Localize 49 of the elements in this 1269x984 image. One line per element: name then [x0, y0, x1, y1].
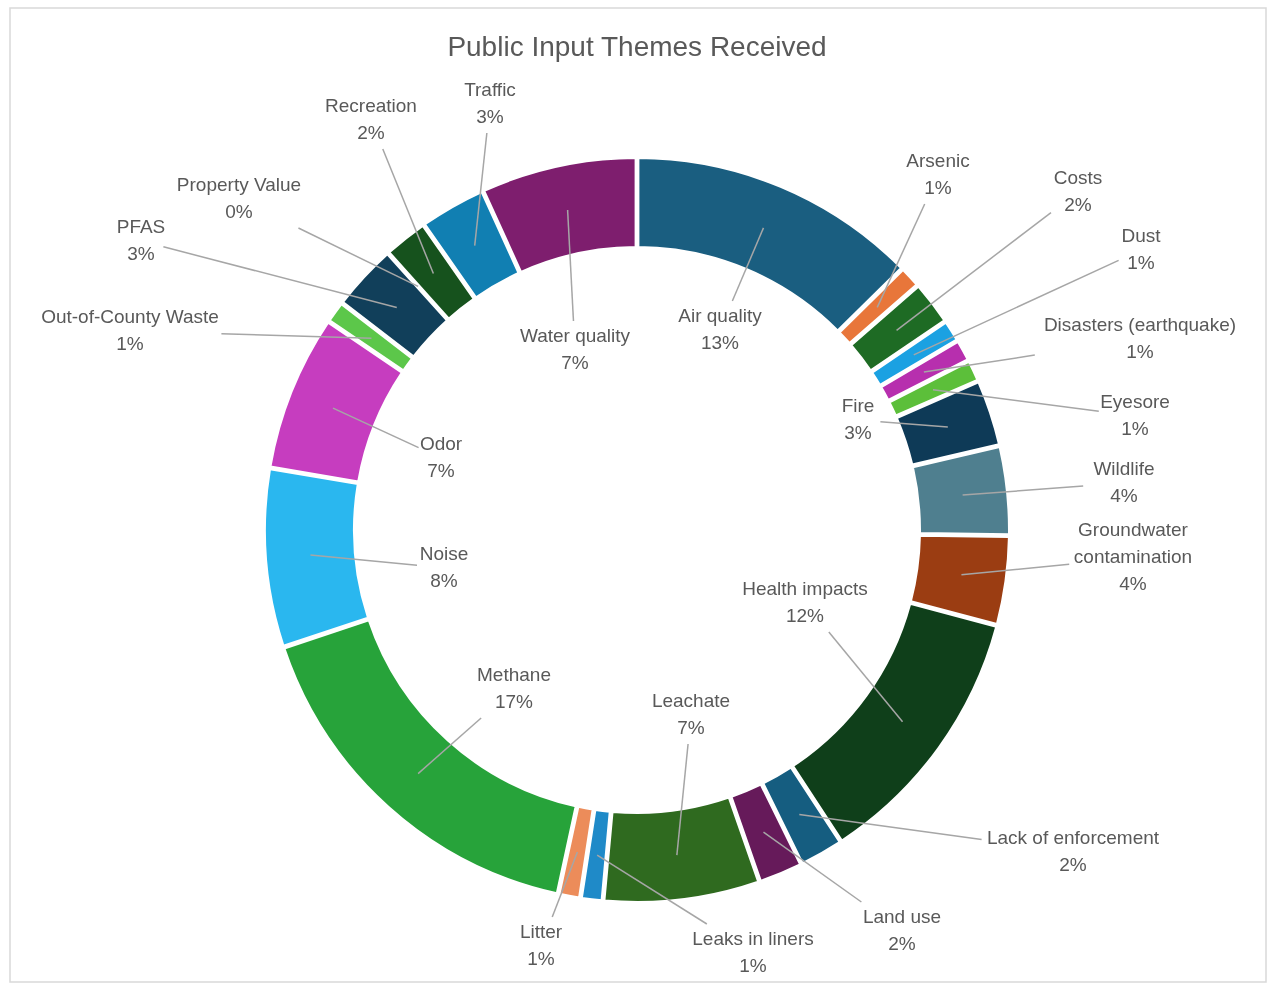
slice-label: Health impacts — [742, 577, 868, 599]
data-label: 13% — [700, 331, 740, 353]
slice-label: PFAS — [116, 215, 166, 237]
slice-label: Traffic — [464, 78, 516, 100]
data-label: 1% — [527, 947, 555, 969]
slice-label: Fire — [841, 394, 875, 416]
data-label: 1% — [116, 332, 144, 354]
data-label: 3% — [476, 105, 504, 127]
slice-label: Methane — [477, 663, 551, 685]
data-label: 7% — [677, 716, 705, 738]
data-label: 7% — [427, 459, 455, 481]
data-label: 8% — [430, 569, 458, 591]
data-label: 1% — [924, 176, 952, 198]
slice-label: Recreation — [325, 94, 417, 116]
data-label: 3% — [127, 242, 155, 264]
data-label: 7% — [561, 351, 589, 373]
data-label: 2% — [888, 932, 916, 954]
data-label: 1% — [1126, 340, 1154, 362]
data-label: 2% — [357, 121, 385, 143]
data-label: 1% — [1127, 251, 1155, 273]
slice-label: Water quality — [519, 324, 631, 346]
slice-label: Wildlife — [1093, 457, 1155, 479]
category-label: Property Value — [176, 173, 302, 195]
slice-label: Out-of-County Waste — [41, 305, 219, 327]
slice-label: Arsenic — [906, 149, 970, 171]
data-label: 2% — [1064, 193, 1092, 215]
slice-label: Land use — [862, 905, 942, 927]
text: 0% — [225, 200, 253, 222]
data-label: 4% — [1119, 573, 1147, 595]
data-label: 1% — [739, 954, 767, 976]
slice-label: Odor — [419, 432, 463, 454]
slice-label: Groundwater contamination — [1073, 519, 1193, 568]
data-label: 12% — [785, 604, 825, 626]
slice-label: Leachate — [651, 689, 731, 711]
slice-label: Dust — [1121, 224, 1162, 246]
chart-title: Public Input Themes Received — [447, 31, 827, 63]
slice-label: Disasters (earthquake) — [1043, 313, 1237, 335]
slice-label: Litter — [519, 920, 563, 942]
data-label: 17% — [494, 690, 534, 712]
slice-label: Leaks in liners — [692, 927, 814, 949]
data-label: 1% — [1121, 417, 1149, 439]
data-label: 2% — [1059, 853, 1087, 875]
slice-label: Noise — [419, 542, 469, 564]
slice-label: Eyesore — [1100, 390, 1170, 412]
slice-label: Air quality — [678, 304, 763, 326]
data-label: 4% — [1110, 484, 1138, 506]
slice-label: Lack of enforcement — [986, 826, 1160, 848]
slice-label: Costs — [1053, 166, 1103, 188]
data-label: 3% — [844, 421, 872, 443]
